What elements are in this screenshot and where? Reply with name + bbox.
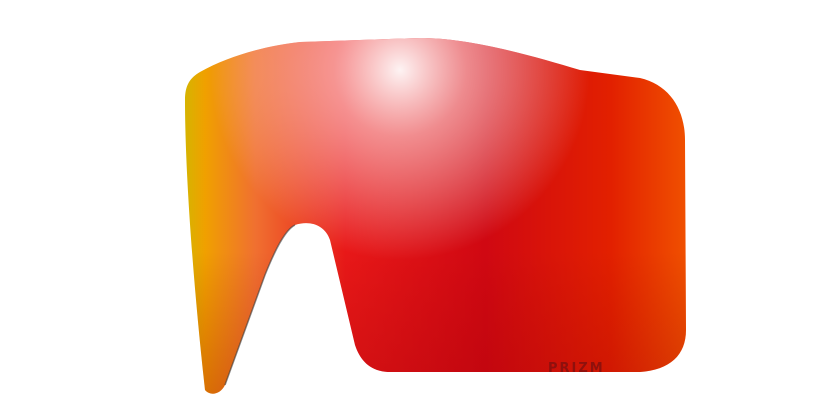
- lens: [185, 38, 686, 394]
- prizm-logo: PRIZM: [548, 361, 605, 376]
- nose-edge: [224, 224, 296, 386]
